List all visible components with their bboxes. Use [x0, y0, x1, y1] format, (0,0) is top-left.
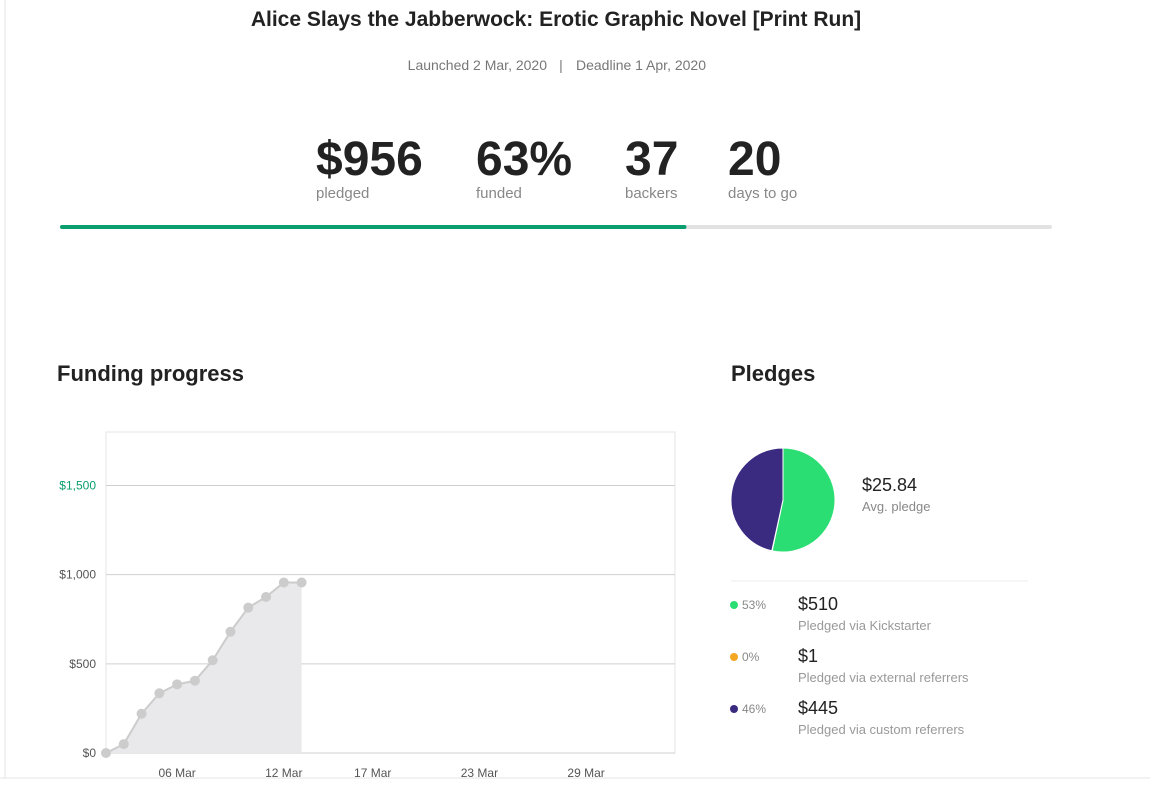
stat-label: funded	[476, 185, 522, 202]
point	[243, 602, 254, 613]
point	[136, 708, 147, 719]
stat-label: pledged	[316, 185, 369, 202]
legend-amount: $445	[798, 698, 838, 718]
title: Alice Slays the Jabberwock: Erotic Graph…	[251, 8, 861, 31]
stat-label: days to go	[728, 185, 797, 202]
pie-slice	[771, 447, 836, 553]
legend-label: Pledged via custom referrers	[798, 722, 965, 737]
point	[261, 591, 272, 602]
launched: Launched 2 Mar, 2020	[408, 57, 548, 73]
point	[172, 679, 183, 690]
stat-value: 37	[625, 133, 678, 186]
point	[278, 577, 289, 588]
stat-label: backers	[625, 185, 678, 202]
legend-dot	[730, 653, 738, 661]
x-tick-label: 17 Mar	[354, 766, 391, 780]
separator: |	[559, 57, 563, 73]
point	[225, 626, 236, 637]
legend-label: Pledged via Kickstarter	[798, 618, 932, 633]
legend-amount: $1	[798, 646, 818, 666]
x-tick-label: 06 Mar	[158, 766, 195, 780]
deadline: Deadline 1 Apr, 2020	[576, 57, 706, 73]
area	[106, 582, 302, 753]
avg-pledge: $25.84	[862, 475, 917, 495]
y-tick-label: $500	[69, 657, 96, 671]
point	[189, 675, 200, 686]
x-tick-label: 29 Mar	[567, 766, 604, 780]
pie-slice	[730, 447, 784, 552]
point	[154, 688, 165, 699]
y-tick-label: $1,000	[59, 568, 96, 582]
legend-dot	[730, 705, 738, 713]
x-tick-label: 23 Mar	[461, 766, 498, 780]
stat-value: 20	[728, 133, 781, 186]
point	[118, 739, 129, 750]
avg-pledge-label: Avg. pledge	[862, 499, 930, 514]
point	[296, 577, 307, 588]
legend-percent: 53%	[742, 598, 766, 612]
y-tick-label: $0	[83, 746, 97, 760]
section-title: Funding progress	[57, 361, 244, 386]
point	[101, 748, 111, 758]
legend-percent: 46%	[742, 702, 766, 716]
legend-label: Pledged via external referrers	[798, 670, 969, 685]
section-title: Pledges	[731, 361, 815, 386]
stat-value: 63%	[476, 133, 572, 186]
x-tick-label: 12 Mar	[265, 766, 302, 780]
legend-dot	[730, 601, 738, 609]
legend-percent: 0%	[742, 650, 760, 664]
point	[207, 655, 218, 666]
legend-amount: $510	[798, 594, 838, 614]
stat-value: $956	[316, 133, 423, 186]
y-tick-label: $1,500	[59, 479, 96, 493]
